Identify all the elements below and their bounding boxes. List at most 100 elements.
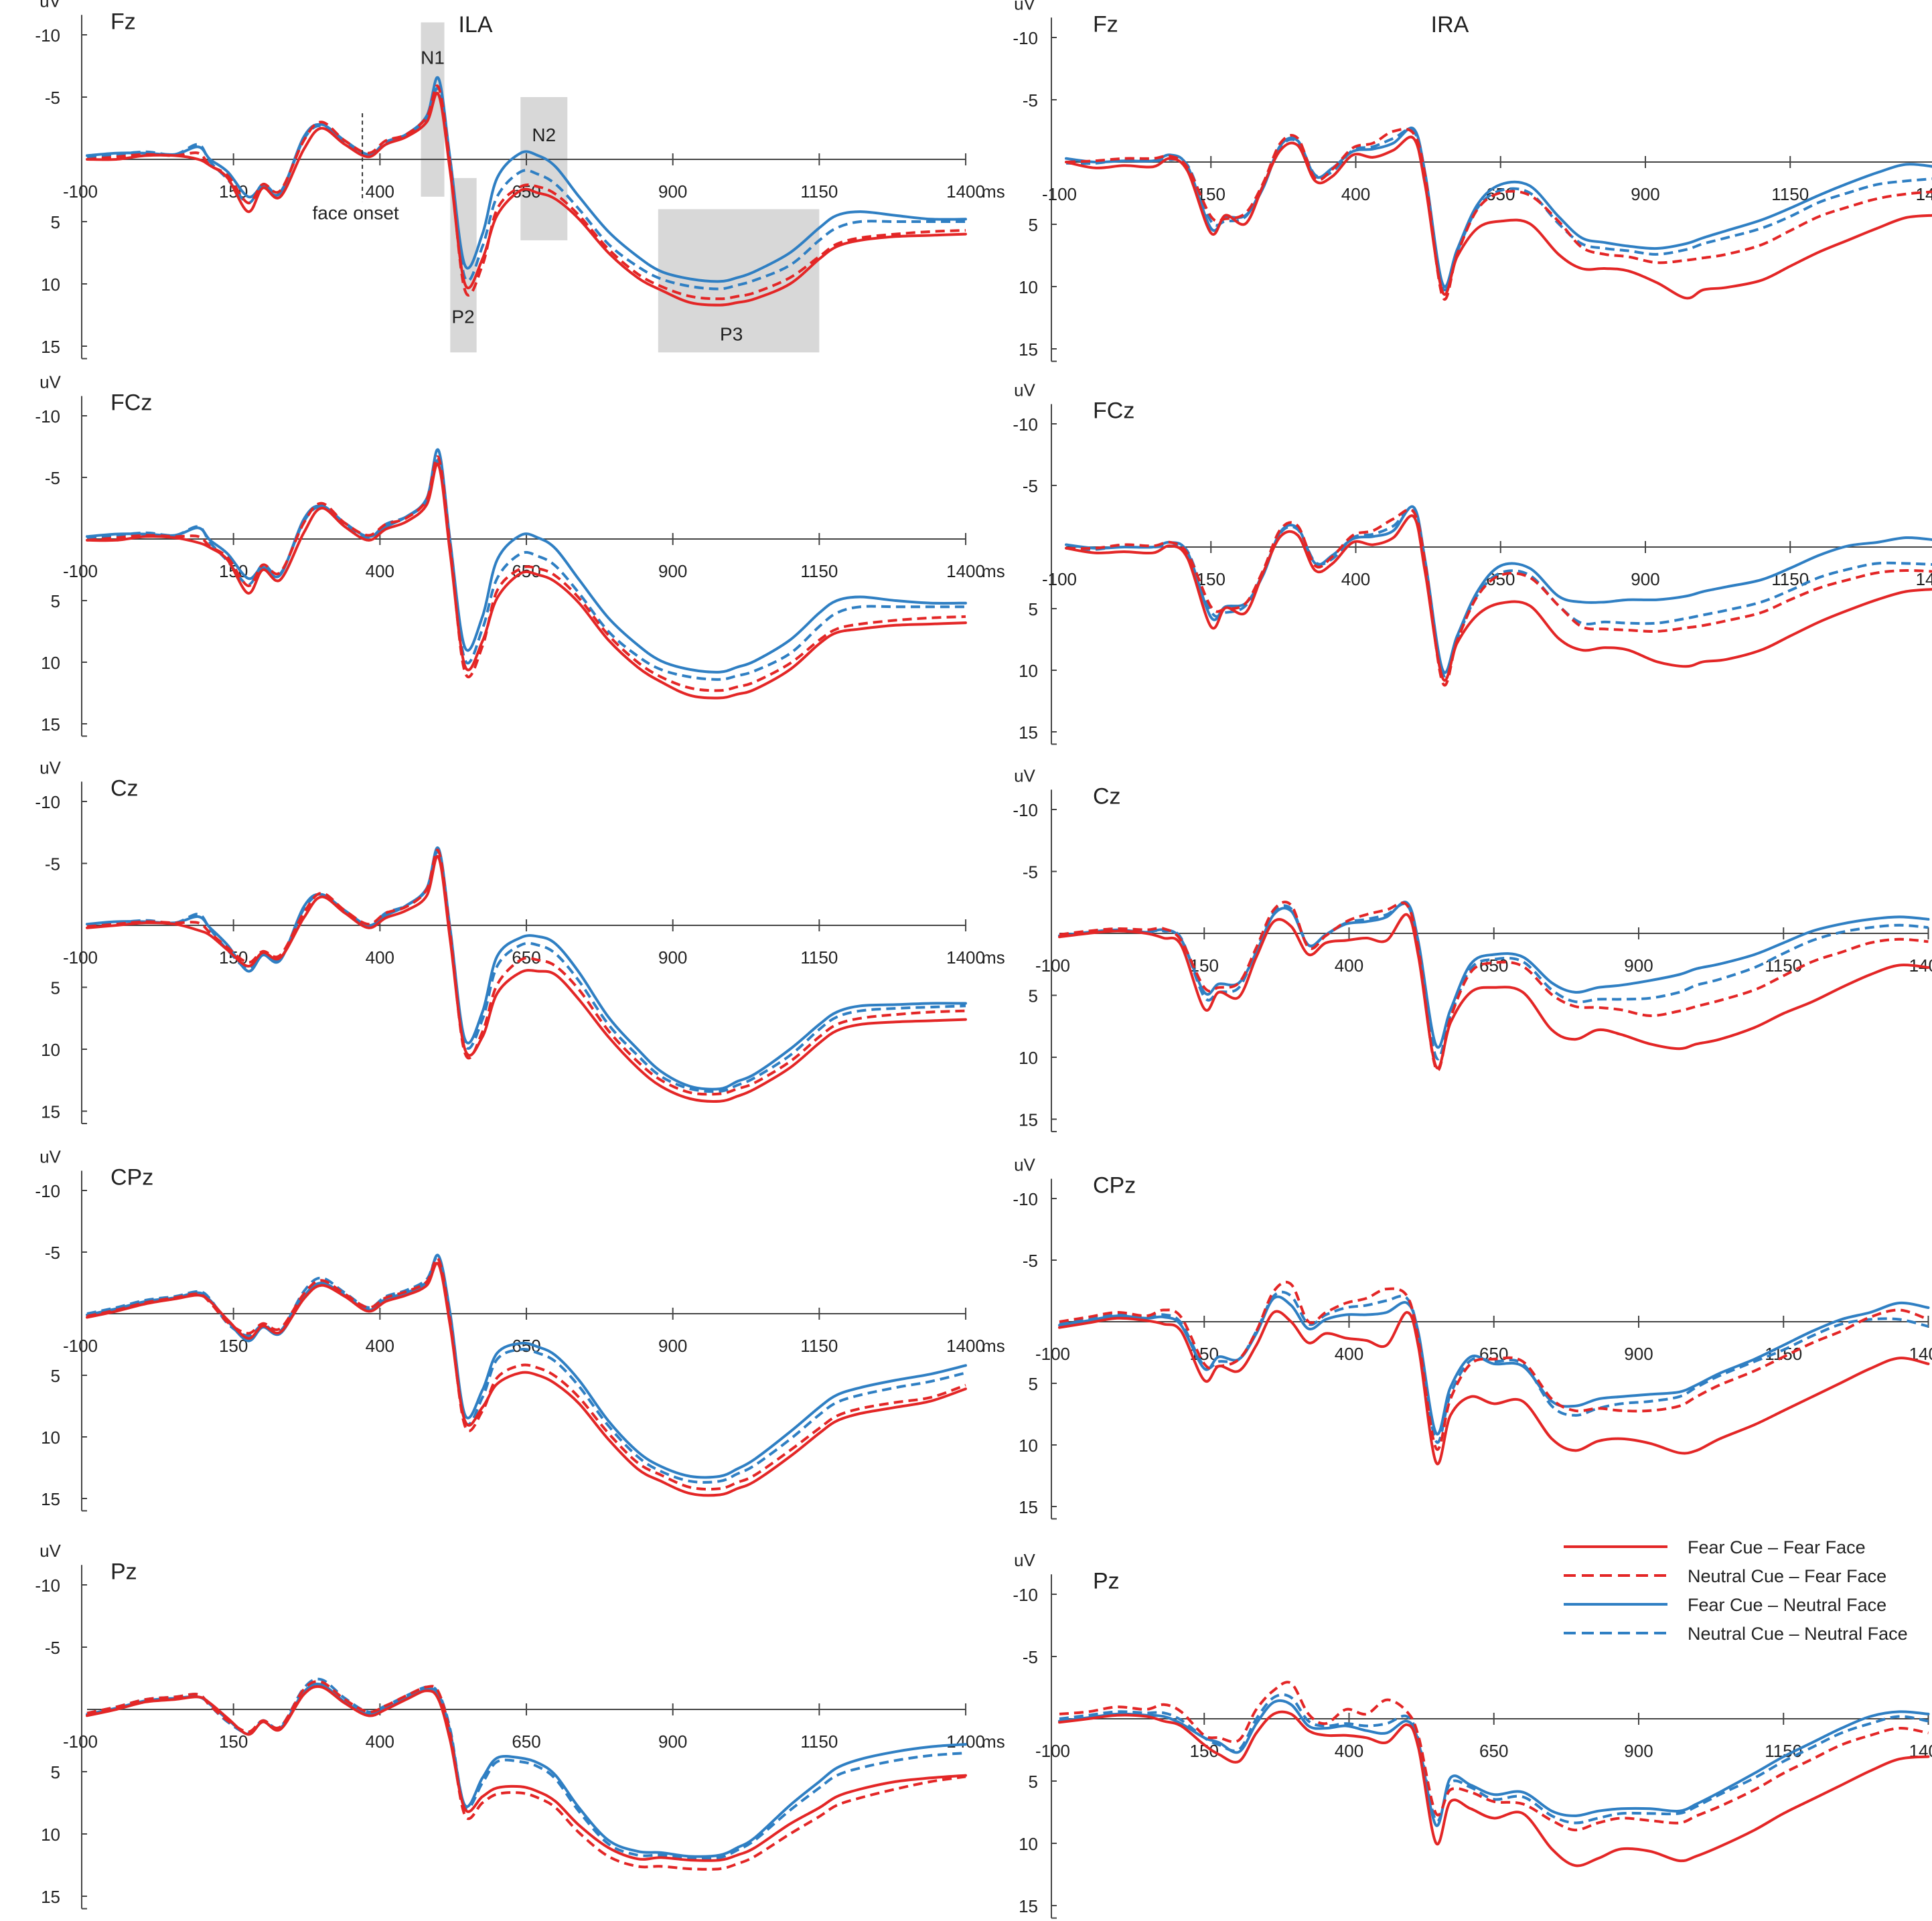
waveform-fear-fear (1065, 514, 1932, 682)
x-tick-label: -100 (1035, 1344, 1070, 1364)
x-tick-label: 900 (658, 1732, 687, 1752)
x-tick-label: 1150 (800, 1732, 838, 1752)
y-tick-label: 10 (41, 653, 60, 673)
waveform-neutral-fear (86, 848, 966, 1096)
component-box-n2 (520, 97, 568, 240)
waveform-fear-fear (86, 1261, 967, 1497)
x-tick-label: 900 (1624, 1741, 1653, 1761)
x-tick-label: 900 (658, 181, 687, 202)
electrode-label: FCz (1093, 398, 1134, 424)
x-tick-label: 650 (512, 947, 540, 968)
y-tick-label: 10 (1019, 277, 1038, 297)
y-tick-label: -10 (1013, 1585, 1038, 1605)
x-tick-label: 1400 (1916, 184, 1932, 204)
y-tick-label: -5 (1023, 1647, 1038, 1667)
waveform-fear-fear (86, 1685, 967, 1862)
component-label-n2: N2 (532, 125, 556, 145)
waveform-fear-neutral (1058, 901, 1930, 1049)
waveform-fear-fear (1058, 913, 1930, 1070)
x-tick-label: -100 (1042, 184, 1077, 204)
waveform-neutral-neutral (1065, 507, 1932, 678)
x-tick-label: 650 (1479, 1741, 1508, 1761)
unit-label: uV (40, 0, 61, 11)
waveform-fear-neutral (86, 448, 967, 674)
y-tick-label: 15 (41, 1102, 60, 1122)
y-tick-label: -5 (1023, 1251, 1038, 1271)
y-tick-label: -10 (1013, 414, 1038, 435)
y-tick-label: -10 (1013, 28, 1038, 48)
panel-ira-fcz: -10-551015uV-10015040065090011501400msFC… (1013, 380, 1932, 745)
waveform-fear-fear (1065, 135, 1932, 300)
y-tick-label: -5 (45, 1638, 60, 1658)
waveform-fear-neutral (86, 846, 967, 1091)
unit-label: uV (40, 372, 61, 392)
x-unit-label: ms (982, 1732, 1005, 1752)
x-tick-label: 400 (366, 1732, 394, 1752)
electrode-label: Pz (110, 1559, 137, 1584)
waveform-neutral-fear (86, 1257, 966, 1491)
unit-label: uV (40, 757, 61, 777)
legend-label: Fear Cue – Neutral Face (1688, 1595, 1886, 1615)
legend: Fear Cue – Fear Face Neutral Cue – Fear F… (1564, 1537, 1908, 1644)
x-tick-label: 1150 (800, 1336, 838, 1356)
waveform-neutral-neutral (1065, 128, 1932, 291)
unit-label: uV (40, 1147, 61, 1167)
y-tick-label: 15 (41, 1489, 60, 1509)
erp-panels: -10 -5 5 10 15 uV -100 150 400 650 900 1150 1400 ms Fz… (35, 0, 1932, 1919)
component-label-p2: P2 (451, 306, 474, 327)
waveform-fear-fear (86, 462, 967, 700)
y-tick-label: -10 (35, 1181, 60, 1201)
legend-label: Neutral Cue – Fear Face (1688, 1566, 1886, 1586)
component-label-n1: N1 (421, 47, 445, 68)
y-tick-label: 15 (1019, 1110, 1038, 1130)
x-tick-label: -100 (63, 561, 98, 581)
waveform-neutral-neutral (86, 86, 966, 291)
x-tick-label: 900 (658, 947, 687, 968)
y-tick-label: -5 (45, 88, 60, 108)
x-tick-label: 900 (1624, 955, 1653, 976)
panel-ira-cpz: -10-551015uV-10015040065090011501400msCP… (1013, 1155, 1932, 1520)
electrode-label: Fz (110, 9, 136, 34)
waveform-neutral-fear (86, 455, 966, 692)
x-tick-label: 900 (1624, 1344, 1653, 1364)
x-tick-label: 1150 (800, 947, 838, 968)
y-tick-label: 15 (1019, 1896, 1038, 1916)
x-tick-label: 1150 (800, 561, 838, 581)
y-tick-label: 10 (1019, 1048, 1038, 1068)
waveform-fear-fear (1058, 1310, 1930, 1466)
waveform-neutral-neutral (1059, 1290, 1929, 1444)
waveform-fear-neutral (1058, 1699, 1930, 1827)
y-tick-label: 5 (51, 978, 60, 998)
x-tick-label: 1400 (946, 181, 985, 202)
y-tick-label: 5 (1029, 986, 1038, 1006)
y-tick-label: -5 (45, 854, 60, 874)
y-tick-label: 5 (1029, 1772, 1038, 1792)
unit-label: uV (1014, 380, 1035, 400)
y-tick-label: -5 (45, 1243, 60, 1263)
y-tick-label: 5 (51, 1366, 60, 1386)
unit-label: uV (40, 1541, 61, 1561)
x-tick-label: 400 (1335, 1741, 1363, 1761)
x-tick-label: -100 (1035, 1741, 1070, 1761)
x-tick-label: 400 (1335, 955, 1363, 976)
y-tick-label: 5 (1029, 599, 1038, 619)
x-tick-label: -100 (63, 1336, 98, 1356)
waveform-neutral-fear (1065, 508, 1932, 687)
y-tick-label: -5 (1023, 476, 1038, 496)
x-tick-label: 400 (366, 1336, 394, 1356)
x-tick-label: 150 (1197, 569, 1225, 589)
y-tick-label: 10 (41, 275, 60, 295)
x-tick-label: 400 (366, 947, 394, 968)
waveform-neutral-fear (86, 84, 966, 301)
y-tick-label: 15 (1019, 722, 1038, 743)
unit-label: uV (1014, 1155, 1035, 1175)
y-tick-label: 10 (1019, 1436, 1038, 1456)
y-tick-label: -10 (35, 792, 60, 812)
waveform-neutral-fear (1059, 1280, 1929, 1451)
component-highlight-layer (421, 22, 820, 353)
